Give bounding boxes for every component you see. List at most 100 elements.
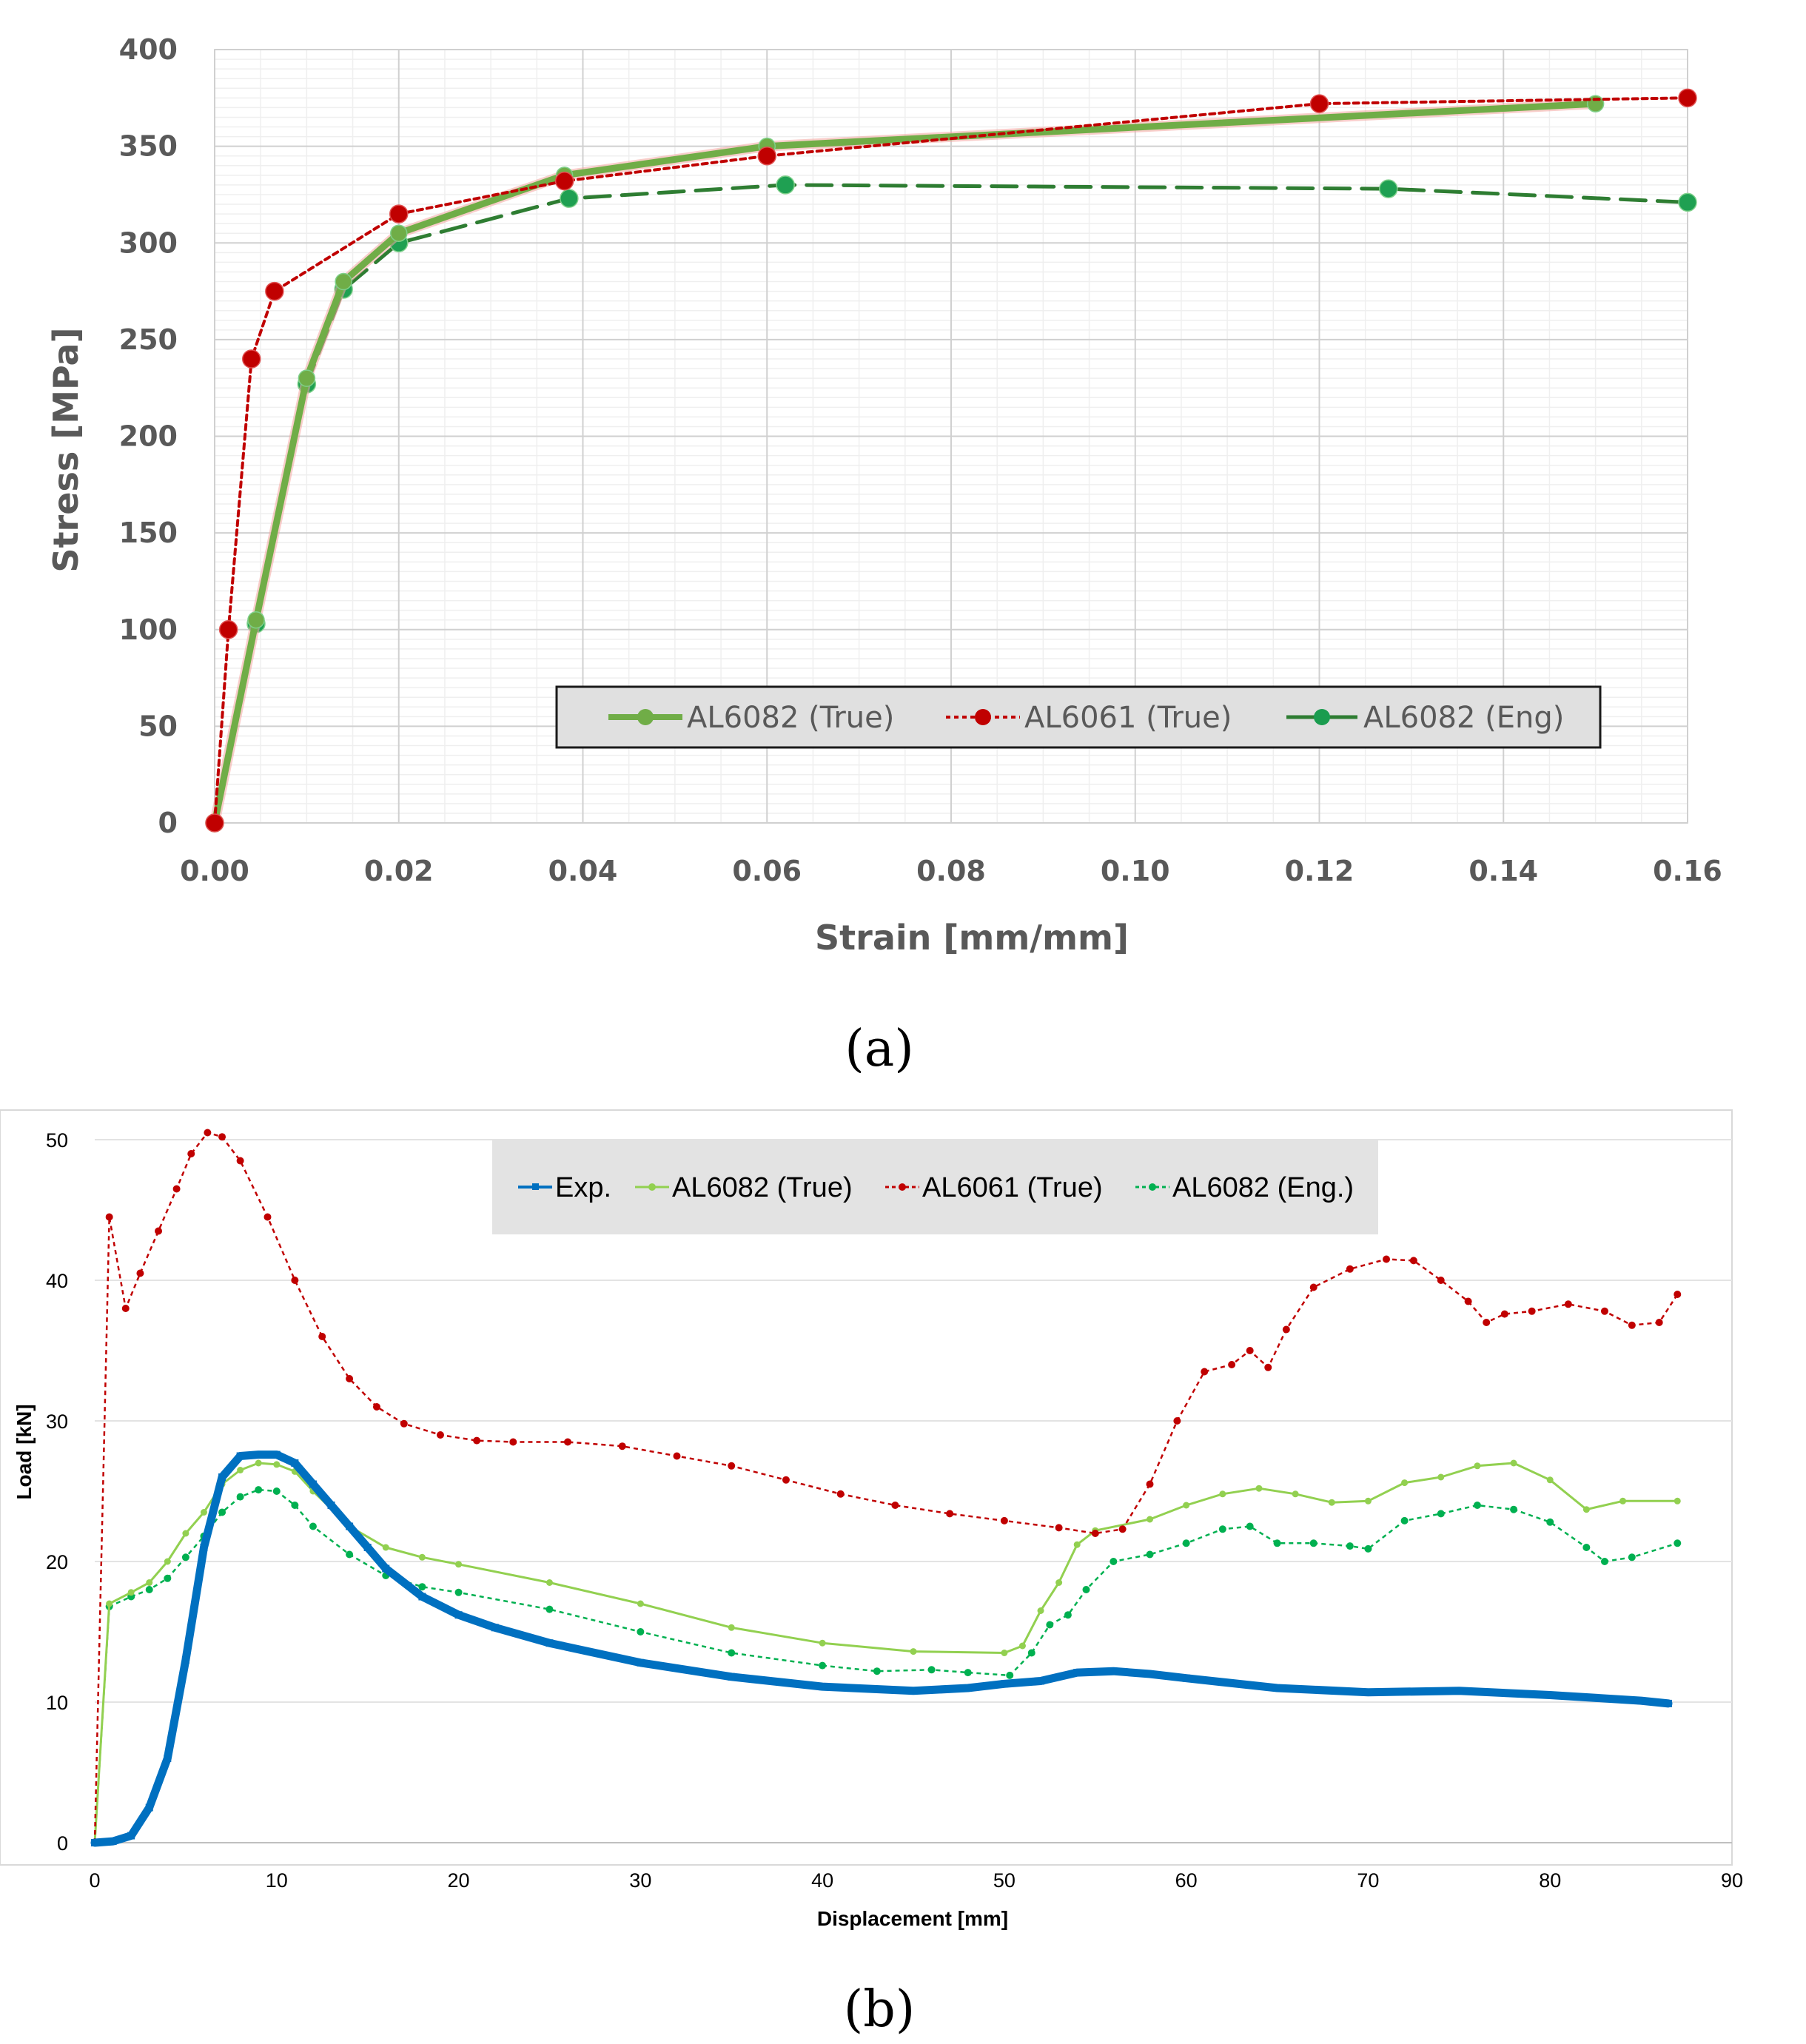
point-exp-4 <box>164 1755 172 1762</box>
x-tick-label-0.14: 0.14 <box>1468 855 1538 887</box>
x-tick-label-30: 30 <box>629 1869 651 1892</box>
x-axis-title-b: Displacement [mm] <box>817 1907 1008 1930</box>
point-al6082-true-33 <box>1328 1499 1335 1506</box>
point-exp-27 <box>1037 1677 1045 1685</box>
point-al6061-true-15 <box>400 1419 408 1428</box>
point-al6082-eng-32 <box>1218 1525 1226 1533</box>
y-tick-labels-b: 0 10 20 30 40 50 <box>46 1129 68 1855</box>
point-al6082-true-42 <box>1674 1497 1681 1505</box>
point-al6061-true-50 <box>1655 1319 1663 1326</box>
y-tick-label-250: 250 <box>119 323 178 356</box>
point-al6082-eng-18 <box>637 1628 645 1635</box>
point-exp-20 <box>546 1639 554 1647</box>
point-exp-10 <box>272 1450 281 1459</box>
point-al6061-true-3 <box>265 281 284 301</box>
point-al6082-eng-27 <box>1064 1611 1072 1619</box>
point-al6061-true-12 <box>318 1333 326 1340</box>
point-al6082-true-3 <box>146 1579 153 1586</box>
point-al6061-true-4 <box>389 204 409 223</box>
point-al6061-true-17 <box>473 1436 481 1445</box>
x-tick-label-0: 0 <box>89 1869 100 1892</box>
point-exp-0 <box>91 1839 98 1846</box>
point-al6082-eng-17 <box>546 1605 554 1613</box>
point-exp-28 <box>1073 1669 1081 1677</box>
point-al6082-true-21 <box>910 1648 917 1655</box>
point-al6061-true-33 <box>1201 1368 1209 1376</box>
legend-label-al6082-eng-b: AL6082 (Eng.) <box>1172 1172 1354 1203</box>
point-al6061-true-19 <box>564 1438 572 1446</box>
point-exp-6 <box>200 1544 208 1551</box>
legend-marker-al6082-eng-b <box>1149 1183 1156 1191</box>
point-al6082-true-10 <box>273 1461 281 1468</box>
point-al6082-true-18 <box>637 1600 644 1607</box>
point-al6082-true-1 <box>106 1600 113 1607</box>
x-tick-labels-b: 0 10 20 30 40 50 60 70 80 90 <box>89 1869 1743 1892</box>
point-exp-5 <box>181 1656 189 1664</box>
point-al6061-true-8 <box>218 1133 226 1141</box>
legend-label-al6082-eng-a: AL6082 (Eng) <box>1363 701 1564 735</box>
point-exp-35 <box>1546 1691 1554 1699</box>
point-al6082-eng-44 <box>1600 1558 1608 1565</box>
point-al6061-true-49 <box>1628 1321 1636 1329</box>
point-exp-26 <box>1000 1680 1008 1688</box>
point-al6061-true-16 <box>436 1431 444 1439</box>
point-exp-33 <box>1364 1688 1372 1696</box>
y-axis-title-b: Load [kN] <box>13 1404 36 1499</box>
point-al6061-true-38 <box>1309 1283 1317 1291</box>
point-al6082-eng-46 <box>1674 1539 1682 1547</box>
point-al6082-true-41 <box>1619 1497 1627 1505</box>
point-exp-15 <box>363 1544 372 1551</box>
point-al6082-true-6 <box>200 1509 207 1516</box>
series-group-a <box>205 88 1697 833</box>
point-al6082-eng-9 <box>255 1486 263 1494</box>
point-exp-19 <box>491 1624 499 1632</box>
point-al6082-true-35 <box>1401 1479 1409 1487</box>
point-al6061-true-5 <box>554 171 574 191</box>
point-al6082-eng-41 <box>1510 1505 1518 1513</box>
point-al6082-eng-5 <box>181 1553 189 1561</box>
point-al6082-true-14 <box>382 1544 389 1551</box>
point-al6082-true-20 <box>819 1639 826 1647</box>
point-al6082-eng-35 <box>1309 1539 1317 1547</box>
legend-a: AL6082 (True) AL6061 (True) AL6082 (Eng) <box>555 685 1602 749</box>
x-tick-label-0.10: 0.10 <box>1101 855 1170 887</box>
legend-marker-al6082-true-a <box>637 709 654 725</box>
point-exp-16 <box>382 1564 390 1573</box>
major-grid-a <box>214 49 1688 824</box>
plot-area-border-b <box>0 1109 1733 1866</box>
point-al6082-true-19 <box>728 1624 735 1631</box>
point-al6061-true-36 <box>1264 1363 1272 1371</box>
y-tick-label-30: 30 <box>46 1411 68 1433</box>
point-al6082-true-34 <box>1364 1497 1372 1505</box>
point-al6061-true-23 <box>782 1476 790 1484</box>
point-al6082-eng-8 <box>1678 192 1697 212</box>
point-al6082-true-8 <box>237 1467 244 1473</box>
point-exp-1 <box>109 1838 117 1846</box>
point-al6061-true-25 <box>891 1502 899 1509</box>
point-al6061-true-39 <box>1346 1265 1354 1273</box>
point-al6061-true-44 <box>1483 1319 1491 1326</box>
point-al6082-eng-21 <box>873 1667 881 1675</box>
point-al6061-true-14 <box>372 1403 380 1411</box>
point-al6082-eng-6 <box>776 175 795 195</box>
point-al6061-true-6 <box>757 146 776 166</box>
point-al6061-true-42 <box>1437 1277 1445 1284</box>
major-grid-b <box>95 1139 1732 1843</box>
x-axis-title-a: Strain [mm/mm] <box>815 918 1129 958</box>
point-al6082-eng-11 <box>291 1502 299 1509</box>
y-tick-label-400: 400 <box>119 33 178 66</box>
legend-marker-al6061-true-a <box>975 709 991 725</box>
point-al6061-true-13 <box>346 1375 354 1382</box>
x-tick-label-20: 20 <box>448 1869 470 1892</box>
point-al6082-eng-25 <box>1027 1649 1035 1657</box>
y-tick-label-50: 50 <box>138 710 178 742</box>
x-tick-label-0.02: 0.02 <box>364 855 434 887</box>
point-al6082-eng-5 <box>560 189 579 208</box>
y-tick-label-100: 100 <box>119 613 178 646</box>
point-al6082-eng-28 <box>1082 1586 1090 1593</box>
point-al6082-eng-33 <box>1246 1522 1254 1530</box>
point-al6082-eng-36 <box>1346 1542 1354 1550</box>
point-exp-22 <box>728 1672 736 1681</box>
point-al6082-true-29 <box>1183 1502 1190 1509</box>
